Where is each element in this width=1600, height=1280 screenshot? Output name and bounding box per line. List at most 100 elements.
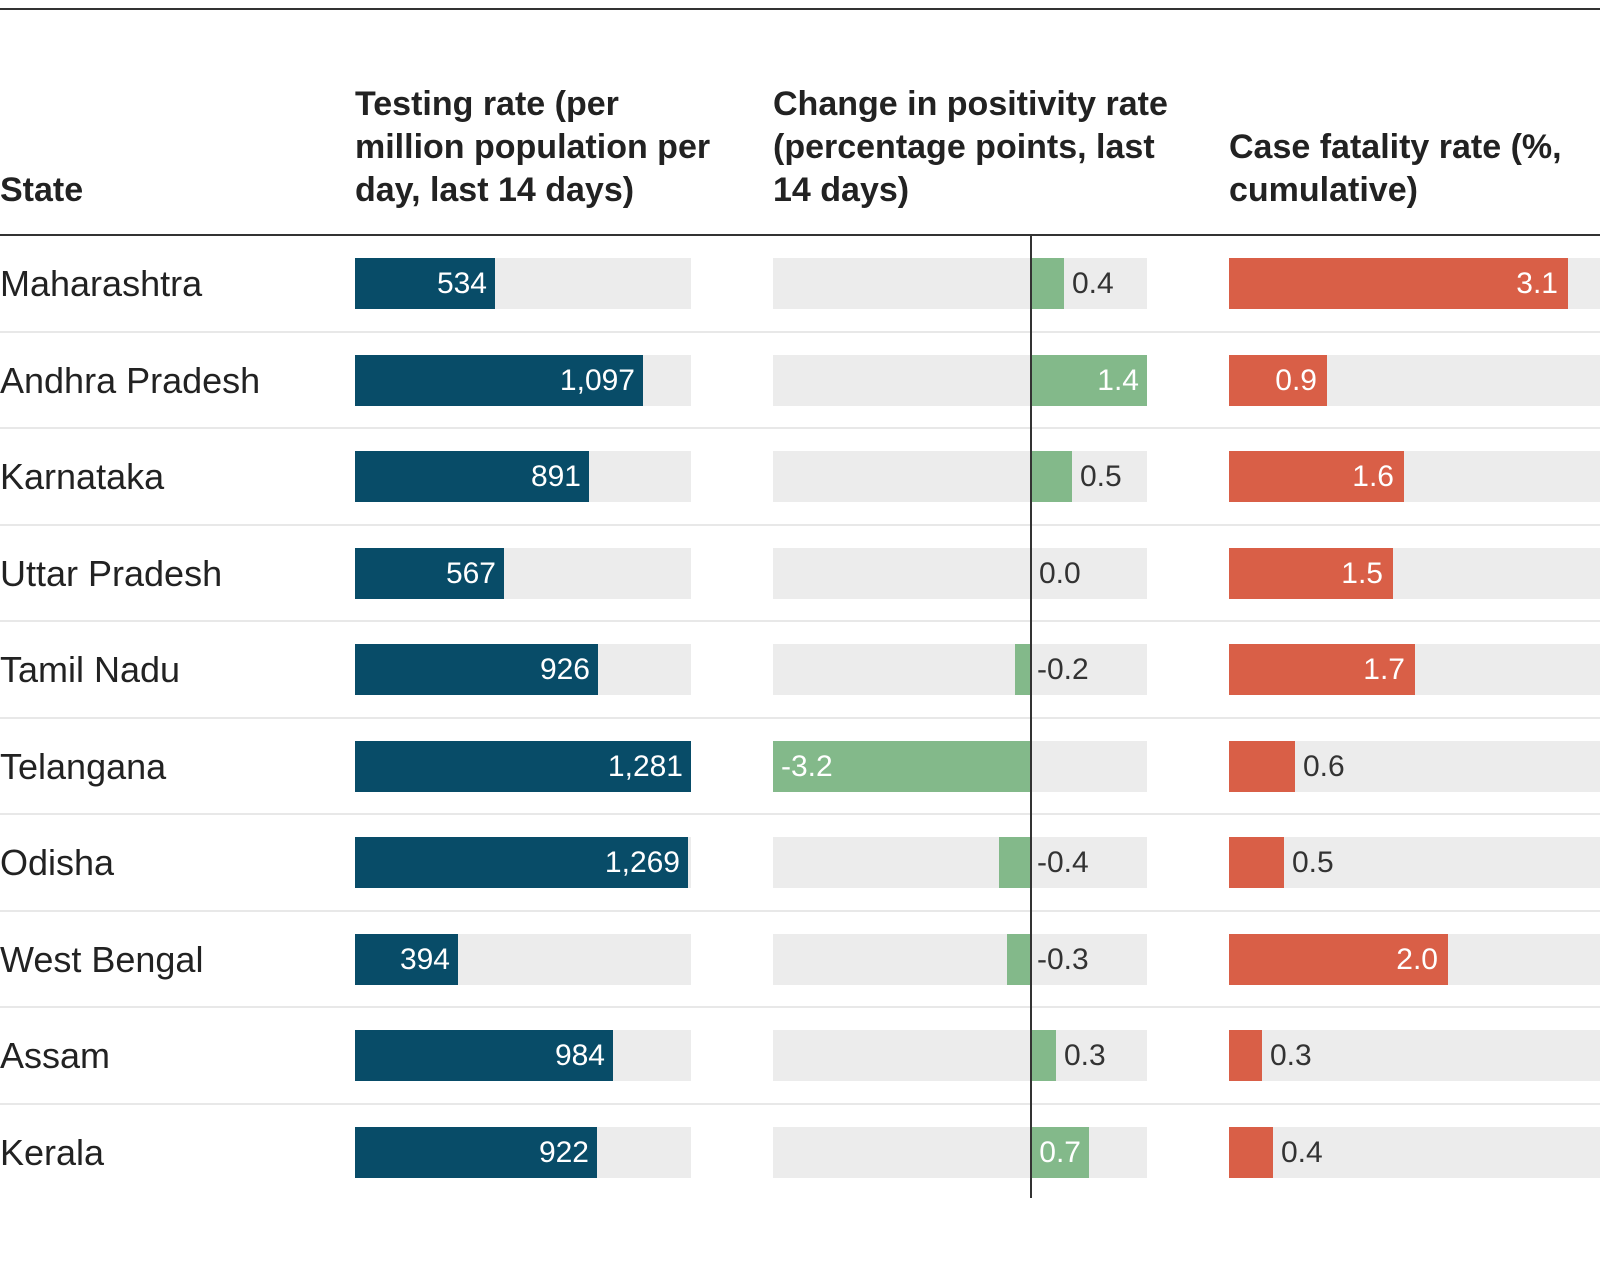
positivity-change-track: -0.3 (773, 933, 1147, 985)
positivity-change-value: -0.4 (1037, 846, 1089, 879)
case-fatality-value: 3.1 (1516, 267, 1558, 300)
testing-rate-value: 926 (539, 653, 590, 686)
table-row: Telangana 1,281 -3.2 0.6 (0, 719, 1600, 815)
testing-rate-value: 394 (399, 942, 450, 976)
case-fatality-value: 1.7 (1363, 653, 1405, 686)
state-name: Telangana (0, 745, 167, 787)
table-row: Uttar Pradesh 567 0.0 1.5 (0, 526, 1600, 622)
positivity-change-track: 0.7 (773, 1126, 1147, 1178)
positivity-change-bar (1031, 258, 1064, 309)
testing-rate-track: 891 (355, 451, 691, 502)
state-name: Karnataka (0, 456, 165, 497)
case-fatality-bar (1229, 1126, 1273, 1178)
case-fatality-value: 1.5 (1341, 556, 1383, 590)
header-testing-rate: Testing rate (per million population per… (355, 40, 715, 212)
case-fatality-bar (1229, 933, 1448, 985)
case-fatality-value: 0.3 (1270, 1039, 1312, 1072)
case-fatality-value: 0.5 (1292, 846, 1334, 879)
testing-rate-value: 534 (436, 267, 487, 300)
testing-rate-track: 926 (355, 644, 691, 695)
case-fatality-bar (1229, 354, 1327, 406)
positivity-change-track: 0.4 (773, 258, 1147, 309)
positivity-zero-line (1030, 236, 1032, 1198)
testing-rate-track: 1,281 (355, 740, 691, 792)
case-fatality-track: 1.7 (1229, 644, 1600, 695)
testing-rate-track: 984 (355, 1030, 691, 1081)
table-row: Tamil Nadu 926 -0.2 1.7 (0, 622, 1600, 719)
state-name: Odisha (0, 842, 115, 883)
case-fatality-track: 0.4 (1229, 1126, 1600, 1178)
positivity-change-value: 1.4 (1097, 363, 1139, 397)
testing-rate-bar (355, 258, 495, 309)
state-name: Tamil Nadu (0, 649, 181, 690)
testing-rate-track: 567 (355, 547, 691, 599)
positivity-change-bar (1031, 1126, 1089, 1178)
testing-rate-track: 534 (355, 258, 691, 309)
testing-rate-value: 1,269 (604, 846, 680, 879)
state-name: Andhra Pradesh (0, 359, 261, 401)
positivity-change-bar (1015, 644, 1031, 695)
testing-rate-bar (355, 354, 643, 406)
positivity-change-value: 0.3 (1064, 1039, 1106, 1072)
case-fatality-bar (1229, 644, 1415, 695)
table-row: Odisha 1,269 -0.4 0.5 (0, 815, 1600, 912)
case-fatality-track: 1.6 (1229, 451, 1600, 502)
testing-rate-bar (355, 740, 691, 792)
table-body: Maharashtra 534 0.4 3.1 Andhra Pradesh 1,097 1… (0, 236, 1600, 1201)
case-fatality-value: 2.0 (1396, 942, 1438, 976)
header-positivity-change-label: Change in positivity rate (percentage po… (773, 85, 1168, 209)
positivity-change-value: 0.7 (1039, 1135, 1081, 1169)
positivity-change-value: -3.2 (781, 749, 833, 783)
testing-rate-track: 394 (355, 933, 691, 985)
state-name: Uttar Pradesh (0, 552, 223, 594)
header-positivity-change: Change in positivity rate (percentage po… (773, 40, 1193, 212)
testing-rate-bar (355, 933, 458, 985)
positivity-change-value: 0.0 (1039, 556, 1081, 590)
case-fatality-value: 0.4 (1281, 1135, 1323, 1169)
testing-rate-bar (355, 1126, 597, 1178)
top-rule (0, 8, 1600, 10)
positivity-change-track: 1.4 (773, 354, 1147, 406)
positivity-change-track: -3.2 (773, 740, 1147, 792)
case-fatality-value: 1.6 (1352, 460, 1394, 493)
positivity-change-value: 0.5 (1080, 460, 1122, 493)
positivity-change-track: 0.3 (773, 1030, 1147, 1081)
case-fatality-track: 0.3 (1229, 1030, 1600, 1081)
positivity-change-track: 0.0 (773, 547, 1147, 599)
header-state-label: State (0, 171, 84, 209)
case-fatality-track: 0.5 (1229, 837, 1600, 888)
positivity-change-value: -0.3 (1037, 942, 1089, 976)
table-row: Maharashtra 534 0.4 3.1 (0, 236, 1600, 333)
testing-rate-bar (355, 837, 688, 888)
case-fatality-bar (1229, 451, 1404, 502)
positivity-change-value: -0.2 (1037, 653, 1089, 686)
table-row: Karnataka 891 0.5 1.6 (0, 429, 1600, 526)
table-row: Kerala 922 0.7 0.4 (0, 1105, 1600, 1202)
testing-rate-bar (355, 451, 589, 502)
state-name: West Bengal (0, 938, 204, 980)
positivity-change-bar (773, 740, 1031, 792)
case-fatality-track: 1.5 (1229, 547, 1600, 599)
testing-rate-track: 1,097 (355, 354, 691, 406)
table-row: West Bengal 394 -0.3 2.0 (0, 912, 1600, 1008)
testing-rate-bar (355, 547, 504, 599)
positivity-change-bar (1031, 451, 1072, 502)
table-row: Assam 984 0.3 0.3 (0, 1008, 1600, 1105)
case-fatality-track: 0.6 (1229, 740, 1600, 792)
case-fatality-value: 0.9 (1275, 363, 1317, 397)
testing-rate-bar (355, 644, 598, 695)
positivity-change-value: 0.4 (1072, 267, 1114, 300)
positivity-change-bar (1007, 933, 1031, 985)
testing-rate-bar (355, 1030, 613, 1081)
case-fatality-bar (1229, 547, 1393, 599)
testing-rate-track: 1,269 (355, 837, 691, 888)
case-fatality-track: 2.0 (1229, 933, 1600, 985)
testing-rate-track: 922 (355, 1126, 691, 1178)
testing-rate-value: 1,097 (559, 363, 635, 397)
state-name: Kerala (0, 1131, 105, 1173)
state-name: Maharashtra (0, 263, 203, 304)
header-case-fatality-rate: Case fatality rate (%, cumulative) (1229, 40, 1600, 212)
positivity-change-bar (1031, 1030, 1056, 1081)
case-fatality-track: 3.1 (1229, 258, 1600, 309)
case-fatality-bar (1229, 740, 1295, 792)
